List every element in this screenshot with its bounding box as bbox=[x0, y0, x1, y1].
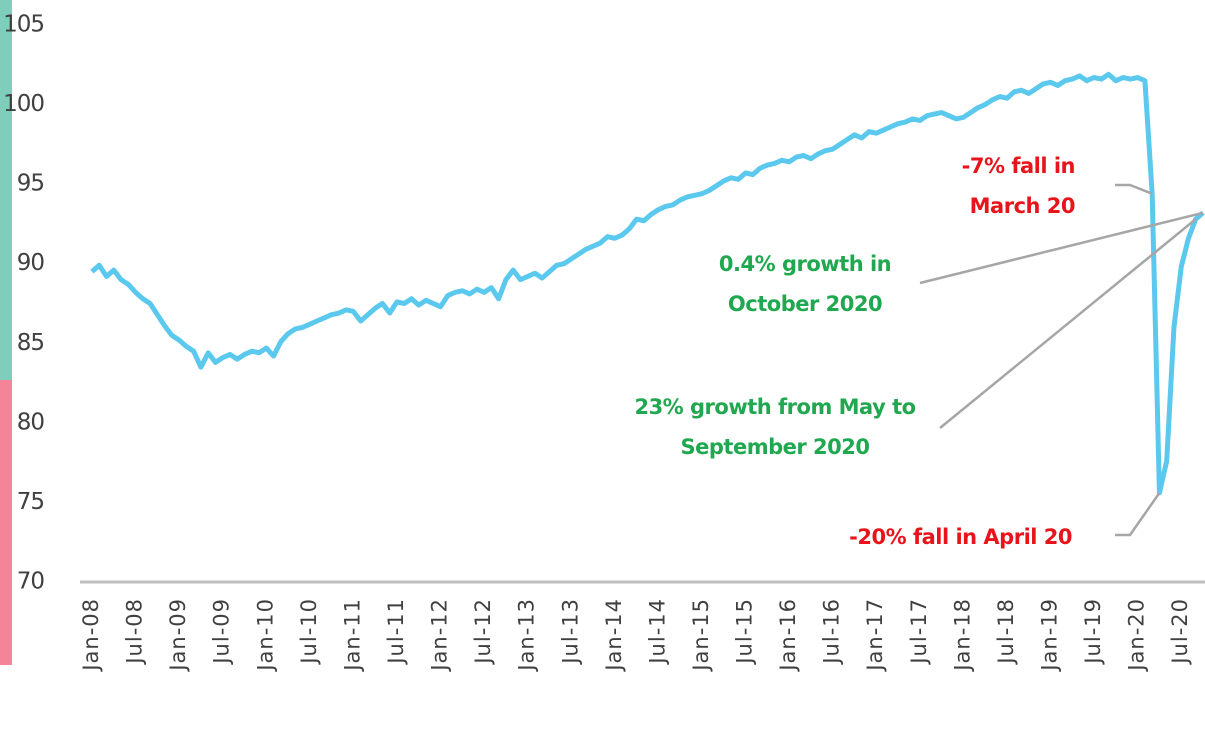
x-tick-label: Jan-14 bbox=[602, 598, 626, 673]
x-tick-label: Jan-15 bbox=[689, 598, 713, 673]
x-tick-label: Jul-16 bbox=[820, 598, 844, 666]
annotation-text: October 2020 bbox=[728, 292, 882, 316]
annotation-leader bbox=[1115, 183, 1153, 195]
annotation-text: 23% growth from May to bbox=[634, 395, 915, 419]
x-tick-label: Jan-19 bbox=[1038, 598, 1062, 673]
annotation-text: 0.4% growth in bbox=[719, 252, 891, 276]
x-tick-label: Jul-09 bbox=[210, 598, 234, 666]
x-tick-label: Jul-15 bbox=[733, 598, 757, 666]
side-band bbox=[0, 0, 12, 380]
y-tick-label: 85 bbox=[17, 330, 44, 356]
annotation-text: September 2020 bbox=[681, 435, 870, 459]
x-tick-label: Jul-13 bbox=[558, 598, 582, 666]
y-tick-label: 75 bbox=[17, 489, 44, 515]
x-tick-label: Jul-20 bbox=[1168, 598, 1192, 666]
side-band bbox=[0, 380, 12, 665]
x-tick-label: Jul-14 bbox=[645, 598, 669, 666]
y-tick-label: 90 bbox=[17, 250, 45, 276]
x-tick-label: Jul-12 bbox=[471, 598, 495, 666]
x-tick-label: Jan-13 bbox=[515, 598, 539, 673]
x-tick-label: Jul-19 bbox=[1081, 598, 1105, 666]
y-tick-label: 80 bbox=[17, 409, 45, 435]
data-line bbox=[90, 71, 1205, 496]
x-tick-label: Jan-11 bbox=[340, 598, 364, 673]
annotation-leader bbox=[939, 218, 1197, 429]
x-tick-label: Jan-16 bbox=[776, 598, 800, 673]
y-tick-label: 95 bbox=[17, 171, 44, 197]
x-tick-label: Jul-08 bbox=[123, 598, 147, 666]
x-tick-label: Jul-18 bbox=[994, 598, 1018, 666]
x-tick-label: Jan-17 bbox=[863, 598, 887, 673]
y-tick-label: 100 bbox=[3, 91, 44, 117]
annotation-leader bbox=[1115, 492, 1161, 537]
x-tick-label: Jul-17 bbox=[907, 598, 931, 666]
x-tick-label: Jan-12 bbox=[428, 598, 452, 673]
annotation-leader bbox=[919, 211, 1204, 285]
y-tick-label: 105 bbox=[3, 12, 44, 38]
y-tick-label: 70 bbox=[17, 569, 45, 595]
x-tick-label: Jul-11 bbox=[384, 598, 408, 666]
annotation-text: March 20 bbox=[970, 194, 1075, 218]
x-tick-label: Jan-09 bbox=[166, 598, 190, 673]
annotation-text: -7% fall in bbox=[962, 154, 1075, 178]
x-tick-label: Jan-18 bbox=[950, 598, 974, 673]
x-tick-label: Jan-20 bbox=[1125, 598, 1149, 673]
x-tick-label: Jan-10 bbox=[253, 598, 277, 673]
x-tick-label: Jan-08 bbox=[79, 598, 103, 673]
x-tick-label: Jul-10 bbox=[297, 598, 321, 666]
annotation-text: -20% fall in April 20 bbox=[849, 525, 1072, 549]
